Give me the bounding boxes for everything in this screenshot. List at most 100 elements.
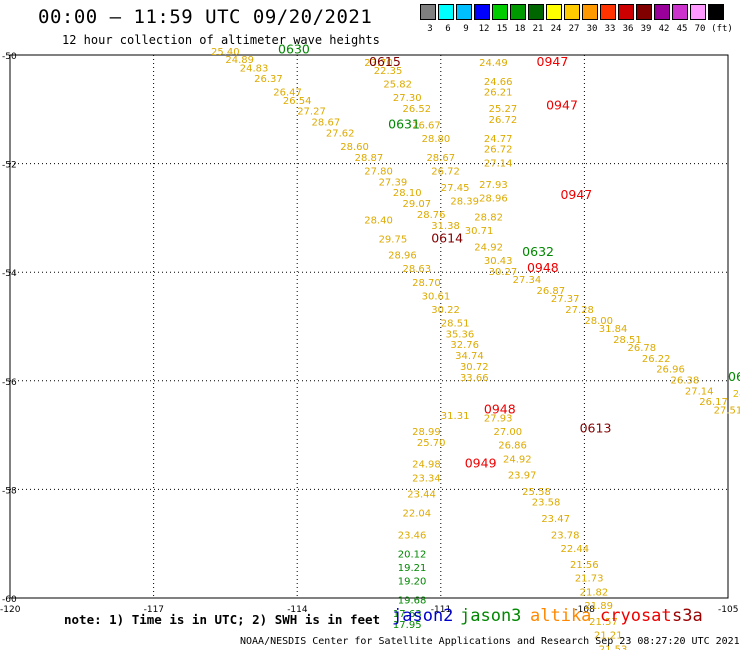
wave-height-value: 26.87	[537, 286, 566, 297]
scale-swatch	[510, 4, 526, 20]
page-title: 00:00 – 11:59 UTC 09/20/2021	[38, 6, 373, 28]
wave-height-value: 27.51	[714, 405, 740, 416]
scale-label: 6	[445, 24, 451, 34]
wave-height-value: 27.30	[393, 93, 422, 104]
wave-height-value: 20.12	[398, 549, 427, 560]
wave-height-value: 26.38	[671, 376, 700, 387]
wave-height-value: 25.40	[211, 47, 240, 58]
page-subtitle: 12 hour collection of altimeter wave hei…	[62, 33, 380, 47]
wave-height-value: 26.52	[403, 104, 432, 115]
scale-swatch	[690, 4, 706, 20]
lon-tick-label: -117	[144, 605, 164, 615]
scale-swatch	[420, 4, 436, 20]
scale-label: 36	[622, 24, 634, 34]
scale-label: (ft)	[711, 24, 733, 34]
scale-label: 12	[478, 24, 490, 34]
wave-height-value: 25.82	[383, 80, 412, 91]
wave-height-value: 28.99	[412, 427, 441, 438]
wave-height-value: 22.44	[560, 544, 589, 555]
map-frame	[9, 54, 729, 599]
wave-height-value: 28.40	[364, 215, 393, 226]
scale-swatch	[654, 4, 670, 20]
wave-height-value: 25.27	[489, 104, 518, 115]
lon-tick-label: -114	[287, 605, 308, 615]
wave-height-value: 26.72	[431, 166, 460, 177]
wave-height-value: 28.96	[479, 194, 508, 205]
scale-swatch	[492, 4, 508, 20]
wave-height-value: 23.46	[398, 530, 427, 541]
wave-height-value: 23.44	[407, 490, 436, 501]
pass-time-label: 0949	[465, 456, 497, 471]
wave-height-value: 26.54	[283, 96, 312, 107]
wave-height-value: 17.95	[393, 620, 422, 631]
wave-height-value: 33.66	[460, 373, 489, 384]
wave-height-value: 28.82	[474, 213, 503, 224]
wave-height-value: 31.38	[431, 221, 460, 232]
wave-height-value: 26.17	[699, 397, 728, 408]
wave-height-value: 24.98	[412, 460, 441, 471]
wave-height-value: 23.34	[412, 473, 441, 484]
legend-jason2: jason2	[392, 606, 454, 626]
scale-label: 21	[532, 24, 544, 34]
wave-height-value: 22.35	[374, 66, 403, 77]
wave-height-value: 24.66	[484, 77, 513, 88]
scale-swatch	[708, 4, 724, 20]
scale-label: 24	[550, 24, 562, 34]
wave-height-value: 24.92	[474, 242, 503, 253]
wave-height-value: 26.78	[627, 343, 656, 354]
wave-height-value: 23.78	[551, 530, 580, 541]
scale-label: 33	[604, 24, 616, 34]
wave-height-value: 21.82	[580, 587, 609, 598]
pass-time-label: 0947	[560, 187, 592, 202]
wave-height-value: 28.96	[388, 251, 417, 262]
wave-height-value: 24.89	[225, 55, 254, 66]
lat-tick-label: -58	[2, 486, 17, 496]
wave-height-value: 29.07	[403, 199, 432, 210]
wave-height-value: 27.14	[685, 386, 714, 397]
scale-label: 27	[568, 24, 580, 34]
wave-height-value: 21.21	[594, 631, 623, 642]
lon-tick-label: -105	[718, 605, 738, 615]
wave-height-value: 26.86	[498, 441, 527, 452]
lat-tick-label: -50	[2, 52, 17, 62]
wave-height-value: 28.70	[412, 278, 441, 289]
scale-swatch	[456, 4, 472, 20]
wave-height-value: 19.21	[398, 563, 427, 574]
legend-jason3: jason3	[460, 606, 522, 626]
lat-tick-label: -52	[2, 161, 17, 171]
wave-height-value: 27.34	[513, 275, 542, 286]
wave-height-value: 26.47	[273, 88, 302, 99]
wave-height-value: 26.67	[412, 120, 441, 131]
wave-height-value: 27.28	[565, 305, 594, 316]
wave-height-value: 23.97	[508, 471, 537, 482]
wave-height-value: 31.84	[599, 324, 628, 335]
wave-height-value: 34.74	[455, 351, 484, 362]
credit-line: NOAA/NESDIS Center for Satellite Applica…	[240, 636, 740, 647]
pass-time-label: 0614	[431, 230, 463, 245]
wave-height-value: 28.10	[393, 188, 422, 199]
pass-time-label: 0632	[522, 244, 554, 259]
lon-tick-label: -108	[574, 605, 595, 615]
footnote: note: 1) Time is in UTC; 2) SWH is in fe…	[64, 612, 381, 627]
wave-height-value: 26.21	[484, 88, 513, 99]
scale-swatch	[528, 4, 544, 20]
scale-swatch	[438, 4, 454, 20]
wave-height-value: 28.39	[450, 196, 479, 207]
wave-height-value: 17.63	[393, 609, 422, 620]
legend-s3a: s3a	[672, 606, 703, 626]
wave-height-value: 26.96	[656, 365, 685, 376]
legend-altika: altika	[530, 606, 592, 626]
wave-height-value: 24.92	[503, 454, 532, 465]
lon-tick-label: -111	[431, 605, 451, 615]
wave-height-value: 28.51	[613, 335, 642, 346]
wave-height-value: 26.72	[484, 145, 513, 156]
wave-height-value: 28.51	[441, 319, 470, 330]
scale-label: 42	[658, 24, 670, 34]
wave-height-value: 27.00	[493, 427, 522, 438]
wave-height-value: 30.61	[422, 291, 451, 302]
wave-height-value: 23.70	[364, 58, 393, 69]
wave-height-value: 28.80	[422, 134, 451, 145]
pass-time-label: 0630	[278, 41, 310, 56]
lon-tick-label: -120	[0, 605, 21, 615]
